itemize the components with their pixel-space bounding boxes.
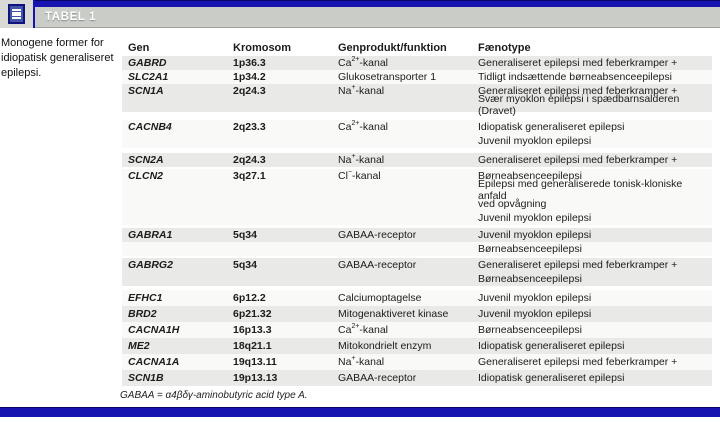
gene-product-cell: Mitokondrielt enzym [338, 340, 432, 352]
table-row: GABRD 1p36.3 Ca2+-kanal Generaliseret epile… [122, 56, 712, 70]
phenotype-cell: Børneabsenceepilepsi [478, 170, 582, 182]
gene-cell: SCN2A [128, 154, 164, 166]
gene-product-cell: Na+-kanal [338, 152, 385, 167]
phenotype-cell: Idiopatisk generaliseret epilepsi [478, 121, 625, 133]
table-row: SCN2A 2q24.3 Na+-kanal Generaliseret epilep… [122, 153, 712, 167]
gene-cell: SLC2A1 [128, 71, 169, 83]
chromosome-cell: 1p34.2 [233, 71, 266, 83]
gene-product-cell: Ca2+-kanal [338, 55, 389, 70]
phenotype-cell: Generaliseret epilepsi med feberkramper … [478, 356, 678, 368]
table-list-icon [8, 4, 25, 24]
table-row: SCN1A 2q24.3 Na+-kanal Generaliseret epilep… [122, 83, 712, 117]
table-row: CACNB4 2q23.3 Ca2+-kanal Idiopatisk general… [122, 120, 712, 148]
chromosome-cell: 6p21.32 [233, 308, 272, 320]
column-header-faenotype: Fænotype [478, 41, 531, 54]
phenotype-cell: Generaliseret epilepsi med feberkramper … [478, 154, 678, 166]
phenotype-cell: Svær myoklon epilepsi i spædbarnsalderen… [478, 93, 680, 117]
gene-cell: SCN1A [128, 85, 164, 97]
table-row: CLCN2 3q27.1 Cl−-kanal Børneabsenceepilepsi… [122, 169, 712, 225]
phenotype-cell: Børneabsenceepilepsi [478, 243, 582, 255]
table-rows: GABRD 1p36.3 Ca2+-kanal Generaliseret epile… [122, 56, 712, 386]
phenotype-cell: Tidligt indsættende børneabsenceepilepsi [478, 71, 672, 83]
chromosome-cell: 3q27.1 [233, 170, 266, 182]
chromosome-cell: 2q23.3 [233, 121, 266, 133]
column-header-genprodukt: Genprodukt/funktion [338, 41, 447, 54]
table-row: CACNA1H 16p13.3 Ca2+-kanal Børneabsenceepil… [122, 322, 712, 338]
gene-product-cell: GABAA-receptor [338, 259, 417, 271]
table-row: CACNA1A 19q13.11 Na+-kanal Generaliseret ep… [122, 354, 712, 370]
chromosome-cell: 16p13.3 [233, 324, 272, 336]
gene-product-cell: Glukosetransporter 1 [338, 71, 437, 83]
gene-product-cell: GABAA-receptor [338, 229, 417, 241]
gene-cell: GABRG2 [128, 259, 173, 271]
chromosome-cell: 2q24.3 [233, 85, 266, 97]
gene-cell: SCN1B [128, 372, 164, 384]
gene-product-cell: GABAA-receptor [338, 372, 417, 384]
table-row: GABRA1 5q34 GABAA-receptor Juvenil myoklon … [122, 228, 712, 256]
table-row: SLC2A1 1p34.2 Glukosetransporter 1 Tidligt … [122, 70, 712, 84]
phenotype-cell: Juvenil myoklon epilepsi [478, 308, 592, 320]
phenotype-cell: Børneabsenceepilepsi [478, 324, 582, 336]
gene-cell: GABRD [128, 57, 167, 69]
gene-cell: ME2 [128, 340, 150, 352]
phenotype-cell: Epilepsi med generaliserede tonisk-kloni… [478, 178, 683, 202]
table-header-row: Gen Kromosom Genprodukt/funktion Fænotyp… [122, 40, 712, 55]
table-row: EFHC1 6p12.2 Calciumoptagelse Juvenil myokl… [122, 290, 712, 306]
gene-cell: CLCN2 [128, 170, 164, 182]
gene-product-cell: Ca2+-kanal [338, 322, 389, 337]
gene-cell: CACNB4 [128, 121, 172, 133]
table-title-band: TABEL 1 [35, 7, 720, 28]
phenotype-cell: Juvenil myoklon epilepsi [478, 135, 592, 147]
gene-product-cell: Na+-kanal [338, 354, 385, 369]
chromosome-cell: 19q13.11 [233, 356, 277, 368]
column-header-gen: Gen [128, 41, 150, 54]
chromosome-cell: 1p36.3 [233, 57, 266, 69]
phenotype-cell: Generaliseret epilepsi med feberkramper … [478, 85, 678, 97]
gene-cell: CACNA1H [128, 324, 180, 336]
gene-product-cell: Calciumoptagelse [338, 292, 422, 304]
phenotype-cell: Generaliseret epilepsi med feberkramper … [478, 259, 678, 271]
phenotype-cell: Idiopatisk generaliseret epilepsi [478, 340, 625, 352]
table-title: TABEL 1 [45, 11, 97, 23]
chromosome-cell: 2q24.3 [233, 154, 266, 166]
gene-product-cell: Mitogenaktiveret kinase [338, 308, 449, 320]
table-footnote: GABAA = α4βδγ-aminobutyric acid type A. [120, 390, 308, 401]
gene-cell: CACNA1A [128, 356, 180, 368]
phenotype-cell: Børneabsenceepilepsi [478, 273, 582, 285]
chromosome-cell: 19p13.13 [233, 372, 278, 384]
table-row: BRD2 6p21.32 Mitogenaktiveret kinase Juveni… [122, 306, 712, 322]
gene-product-cell: Cl−-kanal [338, 168, 381, 183]
gene-cell: EFHC1 [128, 292, 163, 304]
gene-cell: BRD2 [128, 308, 157, 320]
phenotype-cell: ved opvågning [478, 198, 547, 210]
phenotype-cell: Juvenil myoklon epilepsi [478, 229, 592, 241]
column-header-kromosom: Kromosom [233, 41, 292, 54]
gene-cell: GABRA1 [128, 229, 173, 241]
chromosome-cell: 5q34 [233, 259, 257, 271]
phenotype-cell: Juvenil myoklon epilepsi [478, 212, 592, 224]
phenotype-cell: Generaliseret epilepsi med feberkramper … [478, 57, 678, 69]
gene-product-cell: Ca2+-kanal [338, 119, 389, 134]
chromosome-cell: 18q21.1 [233, 340, 272, 352]
chromosome-cell: 5q34 [233, 229, 257, 241]
top-navy-bar [33, 0, 720, 7]
table-caption: Monogene former for idiopatisk generalis… [1, 37, 114, 79]
phenotype-cell: Idiopatisk generaliseret epilepsi [478, 372, 625, 384]
epilepsy-gene-table: Gen Kromosom Genprodukt/funktion Fænotyp… [122, 40, 712, 386]
table-row: ME2 18q21.1 Mitokondrielt enzym Idiopatisk … [122, 338, 712, 354]
gene-product-cell: Na+-kanal [338, 83, 385, 98]
bottom-navy-bar [0, 407, 720, 417]
table-row: GABRG2 5q34 GABAA-receptor Generaliseret ep… [122, 258, 712, 286]
phenotype-cell: Juvenil myoklon epilepsi [478, 292, 592, 304]
chromosome-cell: 6p12.2 [233, 292, 266, 304]
table-row: SCN1B 19p13.13 GABAA-receptor Idiopatisk ge… [122, 370, 712, 386]
header-divider-line [33, 0, 35, 28]
